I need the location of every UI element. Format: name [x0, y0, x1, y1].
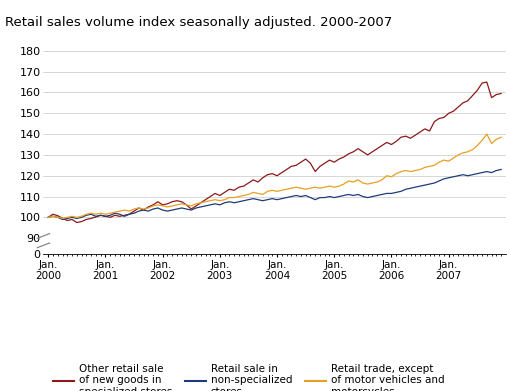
Legend: Other retail sale
of new goods in
specialized stores, Retail sale in
non-special: Other retail sale of new goods in specia…: [49, 360, 449, 391]
Text: Retail sales volume index seasonally adjusted. 2000-2007: Retail sales volume index seasonally adj…: [5, 16, 392, 29]
